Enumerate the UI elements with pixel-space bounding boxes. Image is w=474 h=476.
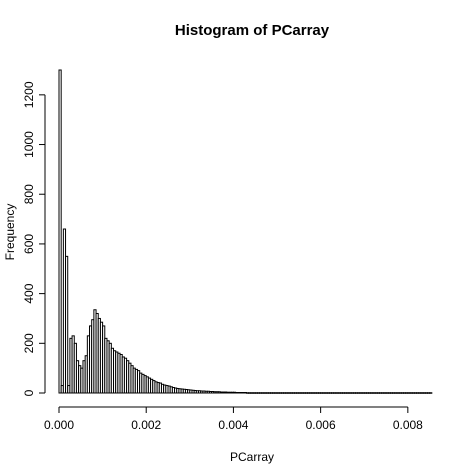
y-tick-label: 0 [22, 389, 36, 396]
y-tick-label: 600 [22, 234, 36, 254]
x-axis-label: PCarray [230, 450, 274, 464]
x-tick-label: 0.002 [131, 418, 161, 432]
x-tick-label: 0.006 [306, 418, 336, 432]
x-tick-label: 0.008 [393, 418, 423, 432]
y-tick-label: 800 [22, 184, 36, 204]
chart-title: Histogram of PCarray [175, 22, 330, 39]
y-axis-label: Frequency [3, 204, 17, 261]
y-tick-label: 1000 [22, 131, 36, 158]
x-tick-label: 0.000 [44, 418, 74, 432]
histogram-bar [65, 255, 69, 394]
histogram-bars [58, 69, 433, 394]
histogram-bar [429, 392, 433, 394]
y-tick-label: 1200 [22, 81, 36, 108]
y-axis: 0 200 400 600 800 1000 1200 [22, 81, 46, 396]
y-tick-label: 200 [22, 333, 36, 353]
histogram-bar [58, 69, 62, 394]
x-tick-label: 0.004 [218, 418, 248, 432]
x-axis: 0.000 0.002 0.004 0.006 0.008 [44, 406, 423, 432]
y-tick-label: 400 [22, 283, 36, 303]
